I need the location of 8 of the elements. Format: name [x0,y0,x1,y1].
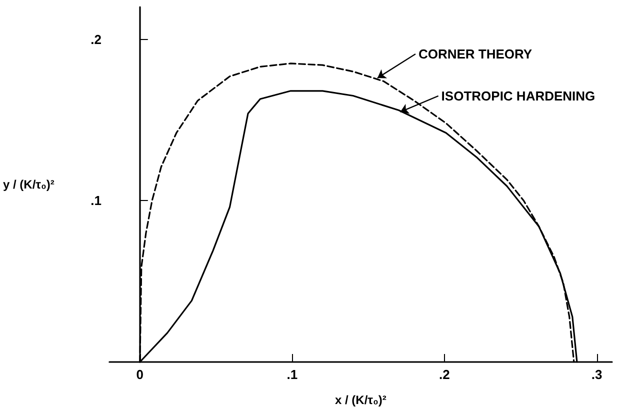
y-axis-title: y / (K/τ₀)² [2,178,54,192]
annotation: CORNER THEORY [418,46,532,62]
x-tick-label: 0 [136,367,144,382]
annotation: ISOTROPIC HARDENING [441,88,596,104]
x-tick-label: .3 [591,367,602,382]
x-axis-title: x / (K/τ₀)² [334,393,386,407]
x-tick-label: .2 [439,367,450,382]
x-tick-label: .1 [286,367,298,382]
